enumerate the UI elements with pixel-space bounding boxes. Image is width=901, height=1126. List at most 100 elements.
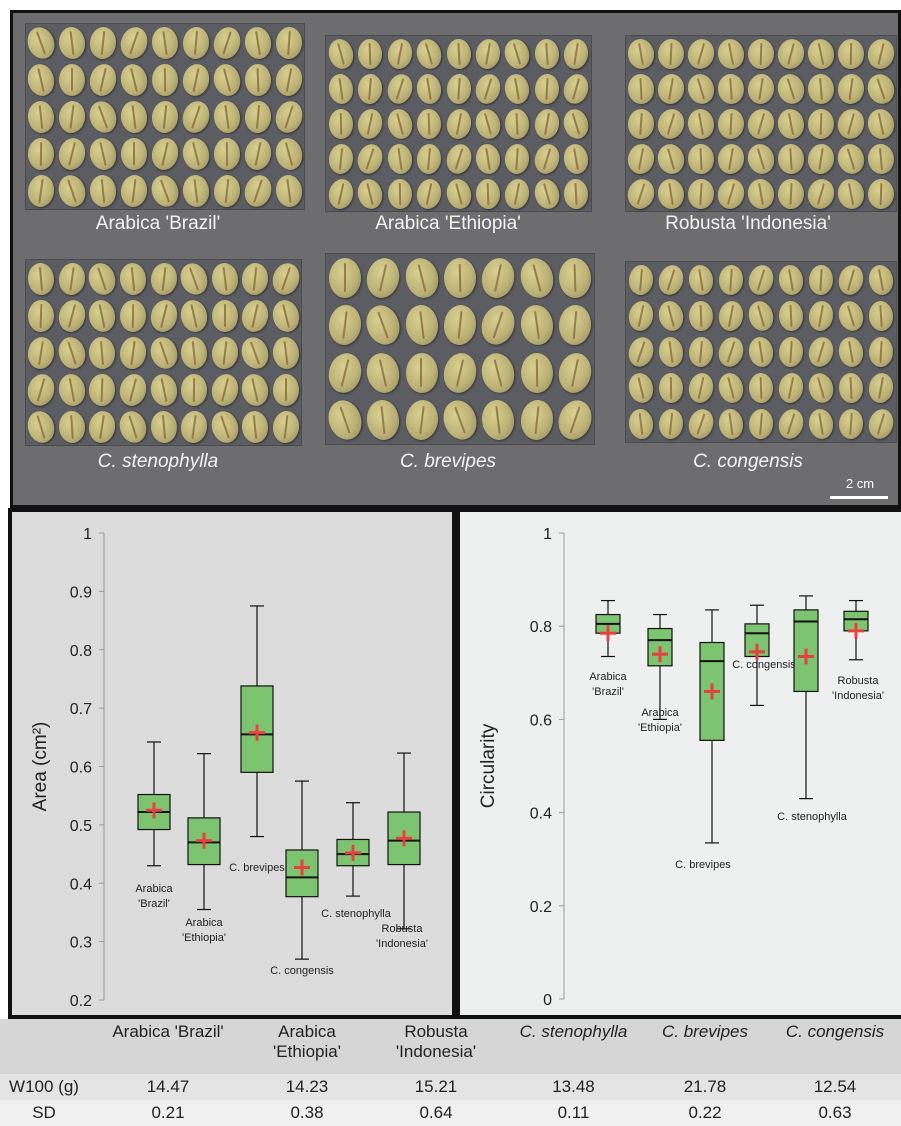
- box-category-label-line: C. stenophylla: [321, 908, 392, 920]
- coffee-bean: [384, 36, 415, 71]
- coffee-bean: [57, 99, 88, 134]
- coffee-bean: [26, 172, 57, 209]
- coffee-bean: [384, 105, 416, 142]
- y-tick-label: 0.7: [70, 701, 92, 718]
- coffee-bean: [688, 300, 714, 332]
- table-cell: 13.48: [506, 1074, 641, 1100]
- coffee-bean: [624, 175, 658, 212]
- coffee-bean: [23, 23, 60, 62]
- coffee-bean: [413, 35, 445, 72]
- coffee-bean: [561, 141, 591, 176]
- table-cell: 0.63: [769, 1100, 901, 1126]
- coffee-bean: [553, 396, 597, 445]
- coffee-bean: [387, 178, 412, 209]
- coffee-bean: [57, 409, 86, 444]
- coffee-bean: [476, 301, 520, 350]
- photo-label-stenophylla: C. stenophylla: [97, 451, 219, 472]
- box-category-label: C. stenophylla: [777, 811, 848, 823]
- coffee-bean: [85, 97, 121, 136]
- coffee-bean: [208, 370, 242, 409]
- coffee-bean: [778, 300, 804, 332]
- coffee-bean: [88, 173, 118, 208]
- coffee-bean: [836, 335, 866, 369]
- coffee-bean: [746, 335, 776, 369]
- coffee-bean: [744, 105, 778, 142]
- coffee-bean: [717, 107, 745, 140]
- coffee-bean: [415, 142, 443, 175]
- coffee-bean: [686, 370, 716, 406]
- table-header-cell: C. brevipes: [641, 1019, 769, 1074]
- box-category-label: C. stenophylla: [321, 908, 392, 920]
- coffee-bean: [55, 134, 89, 173]
- box-category-label-line: C. stenophylla: [777, 811, 848, 823]
- area-boxplot: 0.2 0.3 0.4 0.5 0.6 0.7 0.8 0.9 1 Area (cm²) Arabi…: [30, 526, 428, 1010]
- coffee-bean: [240, 261, 270, 296]
- coffee-bean: [116, 370, 150, 409]
- table-cell: 12.54: [769, 1074, 901, 1100]
- coffee-bean: [838, 372, 864, 404]
- coffee-bean: [684, 70, 718, 107]
- y-tick-label: 0.4: [70, 876, 92, 893]
- y-axis-title: Area (cm²): [30, 722, 51, 812]
- coffee-bean: [777, 177, 805, 210]
- coffee-bean: [272, 373, 299, 406]
- coffee-bean: [627, 264, 655, 296]
- y-tick-label: 0.8: [530, 619, 552, 636]
- coffee-bean: [119, 173, 149, 208]
- coffee-bean: [744, 140, 778, 177]
- coffee-bean: [442, 140, 475, 177]
- box-category-label: C. congensis: [270, 965, 334, 977]
- coffee-bean: [626, 298, 656, 334]
- coffee-bean: [238, 370, 272, 409]
- coffee-bean: [209, 261, 240, 296]
- coffee-bean: [86, 297, 119, 334]
- coffee-bean: [119, 299, 147, 332]
- table-row: W100 (g) 14.47 14.23 15.21 13.48 21.78 1…: [0, 1074, 901, 1100]
- coffee-bean: [774, 35, 808, 72]
- table-cell: 0.38: [248, 1100, 366, 1126]
- coffee-bean: [149, 24, 181, 61]
- bean-tray: [24, 259, 304, 446]
- table-header-cell: Robusta 'Indonesia': [366, 1019, 506, 1074]
- coffee-bean: [116, 23, 152, 62]
- coffee-bean: [747, 408, 775, 440]
- coffee-bean: [717, 264, 745, 296]
- coffee-bean: [502, 71, 532, 106]
- table-cell: SD: [0, 1100, 88, 1126]
- photo-label-congensis: C. congensis: [693, 451, 803, 472]
- coffee-bean: [745, 262, 777, 298]
- coffee-bean: [868, 336, 894, 368]
- coffee-bean: [745, 298, 777, 334]
- coffee-bean: [26, 99, 57, 134]
- coffee-bean: [867, 178, 895, 209]
- coffee-bean: [361, 300, 406, 350]
- coffee-bean: [274, 25, 303, 60]
- box-category-label: C. congensis: [732, 659, 796, 671]
- box-category-label-line: Arabica: [589, 671, 627, 683]
- coffee-bean: [715, 141, 747, 176]
- coffee-bean: [180, 373, 208, 406]
- coffee-bean: [560, 70, 592, 107]
- coffee-bean: [176, 259, 212, 298]
- iqr-box: [336, 838, 370, 867]
- table-header-row: Arabica 'Brazil' Arabica 'Ethiopia' Robu…: [0, 1019, 901, 1074]
- coffee-bean: [625, 370, 657, 406]
- coffee-bean: [181, 25, 211, 60]
- coffee-bean: [627, 72, 655, 105]
- coffee-bean: [531, 175, 563, 212]
- box-category-label: Arabica 'Brazil': [589, 671, 627, 698]
- coffee-bean: [443, 257, 477, 299]
- coffee-bean: [835, 262, 867, 298]
- coffee-bean: [357, 38, 383, 69]
- coffee-bean: [518, 398, 555, 442]
- coffee-bean: [181, 173, 211, 208]
- coffee-bean: [687, 336, 715, 368]
- coffee-bean: [687, 142, 715, 175]
- y-tick-label: 0.9: [70, 584, 92, 601]
- coffee-bean: [804, 175, 838, 212]
- photo-label-arabica-brazil: Arabica 'Brazil': [95, 213, 221, 234]
- table-cell: 15.21: [366, 1074, 506, 1100]
- coffee-bean: [558, 257, 592, 299]
- scale-bar-label: 2 cm: [845, 476, 875, 491]
- coffee-bean: [55, 296, 89, 335]
